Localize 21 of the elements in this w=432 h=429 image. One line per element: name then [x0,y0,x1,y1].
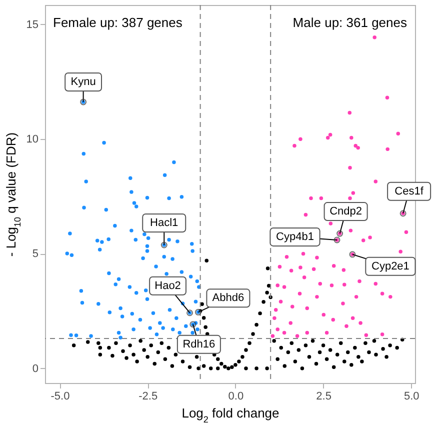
y-tick-label: 15 [26,18,38,31]
annotation: Hacl1 [150,217,178,230]
y-tick-label: 5 [32,248,38,260]
x-tick-label: 0.0 [228,390,244,402]
annotation: Hao2 [154,280,181,292]
y-tick-label: 10 [26,134,38,146]
y-tick-label: 0 [32,362,38,375]
x-tick-label: -5.0 [50,390,70,402]
annotation: Rdh16 [182,338,216,350]
x-axis-title: Log$_{2}$ fold change [182,406,280,424]
x-tick-label: 2.5 [316,390,332,402]
annotation: Cyp2e1 [371,260,410,272]
annotation: Cyp4b1 [276,230,314,243]
x-tick-label: 5.0 [404,390,420,402]
annotation: Cndp2 [330,206,362,218]
annotation: Abhd6 [212,292,244,304]
annotation: Kynu [70,76,96,88]
annotation: Female up: 387 genes [53,15,183,30]
x-tick-label: -2.5 [138,390,158,402]
annotation: Male up: 361 genes [292,15,408,30]
annotation: Ces1f [394,185,424,198]
